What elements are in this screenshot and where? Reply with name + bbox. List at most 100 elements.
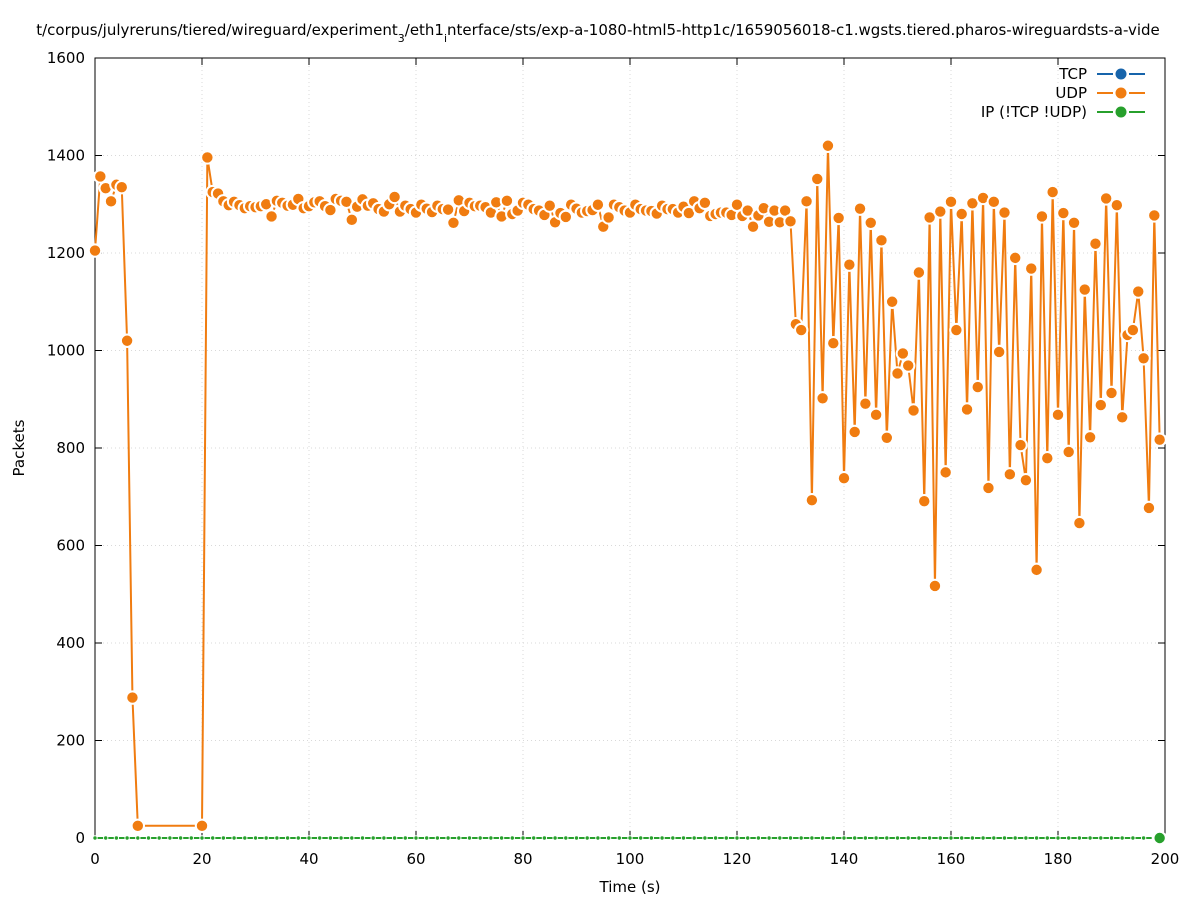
data-point bbox=[1018, 472, 1034, 488]
data-point bbox=[231, 835, 237, 841]
legend-entry-marker bbox=[1115, 106, 1127, 118]
data-point bbox=[638, 835, 644, 841]
chart-title-subscript-2: i bbox=[444, 32, 447, 45]
chart-title-part-3: nterface/sts/exp-a-1080-html5-http1c/165… bbox=[447, 21, 1160, 39]
data-point bbox=[729, 197, 745, 212]
data-point bbox=[884, 835, 890, 841]
data-point bbox=[777, 835, 783, 841]
data-point bbox=[306, 835, 312, 841]
data-point bbox=[103, 835, 109, 841]
data-point bbox=[906, 403, 921, 418]
data-point bbox=[927, 578, 943, 594]
data-point bbox=[327, 835, 334, 841]
data-point bbox=[627, 835, 633, 841]
data-point bbox=[895, 346, 911, 361]
data-point bbox=[413, 835, 419, 841]
data-point bbox=[1115, 410, 1130, 425]
data-point bbox=[199, 835, 205, 841]
data-point bbox=[1141, 500, 1157, 516]
data-point bbox=[841, 835, 847, 841]
data-point bbox=[167, 835, 173, 841]
data-point bbox=[440, 202, 456, 217]
data-point bbox=[488, 835, 494, 841]
data-point bbox=[584, 835, 590, 841]
series-line bbox=[94, 145, 1161, 827]
data-point bbox=[1045, 184, 1060, 200]
data-point bbox=[911, 265, 927, 280]
data-point bbox=[1072, 515, 1087, 531]
data-point bbox=[884, 294, 900, 309]
legend-entry-marker bbox=[1115, 68, 1127, 80]
data-point bbox=[820, 138, 836, 153]
data-point bbox=[1098, 835, 1104, 841]
data-point bbox=[103, 194, 119, 209]
data-point bbox=[1066, 215, 1082, 230]
data-point bbox=[783, 214, 798, 229]
data-point bbox=[1093, 397, 1109, 413]
data-point bbox=[1061, 444, 1076, 460]
data-point bbox=[991, 835, 997, 841]
data-point bbox=[830, 835, 836, 841]
data-point bbox=[119, 333, 135, 348]
data-point bbox=[901, 358, 916, 373]
data-point bbox=[948, 835, 954, 841]
data-point bbox=[616, 835, 622, 841]
data-point bbox=[702, 835, 708, 841]
data-point bbox=[446, 215, 461, 230]
data-point bbox=[263, 835, 269, 841]
data-point bbox=[943, 194, 959, 210]
data-point bbox=[862, 835, 869, 841]
data-point bbox=[370, 835, 376, 841]
data-point bbox=[917, 493, 932, 509]
data-point bbox=[381, 835, 387, 841]
legend-entry-marker bbox=[1115, 87, 1127, 99]
data-point bbox=[1087, 835, 1093, 841]
data-point bbox=[520, 835, 526, 841]
data-point bbox=[499, 193, 515, 209]
x-tick-label: 120 bbox=[723, 850, 752, 868]
data-point bbox=[723, 835, 729, 841]
data-point bbox=[1152, 830, 1167, 846]
data-point bbox=[558, 209, 573, 225]
y-tick-label: 0 bbox=[75, 829, 85, 847]
series-layer bbox=[87, 138, 1167, 846]
data-point bbox=[852, 835, 858, 841]
data-point bbox=[1098, 191, 1114, 206]
data-point bbox=[402, 835, 408, 841]
data-point bbox=[93, 169, 108, 184]
data-point bbox=[264, 209, 279, 224]
data-point bbox=[799, 194, 814, 209]
data-point bbox=[1050, 407, 1066, 423]
data-point bbox=[1108, 835, 1115, 841]
data-point bbox=[274, 835, 280, 841]
x-tick-label: 180 bbox=[1044, 850, 1073, 868]
data-point bbox=[986, 194, 1001, 210]
y-tick-label: 1200 bbox=[47, 244, 85, 262]
legend-entry-label: IP (!TCP !UDP) bbox=[981, 103, 1087, 121]
data-point bbox=[798, 835, 804, 841]
data-point bbox=[890, 366, 905, 381]
data-point bbox=[894, 835, 901, 841]
data-point bbox=[1125, 322, 1141, 338]
data-point bbox=[1088, 236, 1103, 251]
data-point bbox=[712, 835, 719, 841]
data-point bbox=[252, 835, 259, 841]
data-point bbox=[874, 233, 889, 248]
data-point bbox=[1040, 451, 1055, 466]
data-point bbox=[573, 835, 580, 841]
data-point bbox=[1001, 835, 1008, 841]
data-point bbox=[916, 835, 922, 841]
data-point bbox=[200, 150, 215, 165]
data-point bbox=[831, 210, 846, 226]
data-point bbox=[605, 835, 612, 841]
data-point bbox=[1034, 209, 1050, 224]
data-point bbox=[114, 179, 129, 195]
data-point bbox=[531, 835, 537, 841]
x-tick-label: 40 bbox=[299, 850, 318, 868]
chart-title: t/corpus/julyreruns/tiered/wireguard/exp… bbox=[36, 21, 1160, 45]
data-point bbox=[1033, 835, 1040, 841]
data-point bbox=[1104, 385, 1119, 401]
y-tick-label: 800 bbox=[56, 439, 85, 457]
data-point bbox=[938, 465, 953, 480]
data-point bbox=[130, 818, 146, 834]
